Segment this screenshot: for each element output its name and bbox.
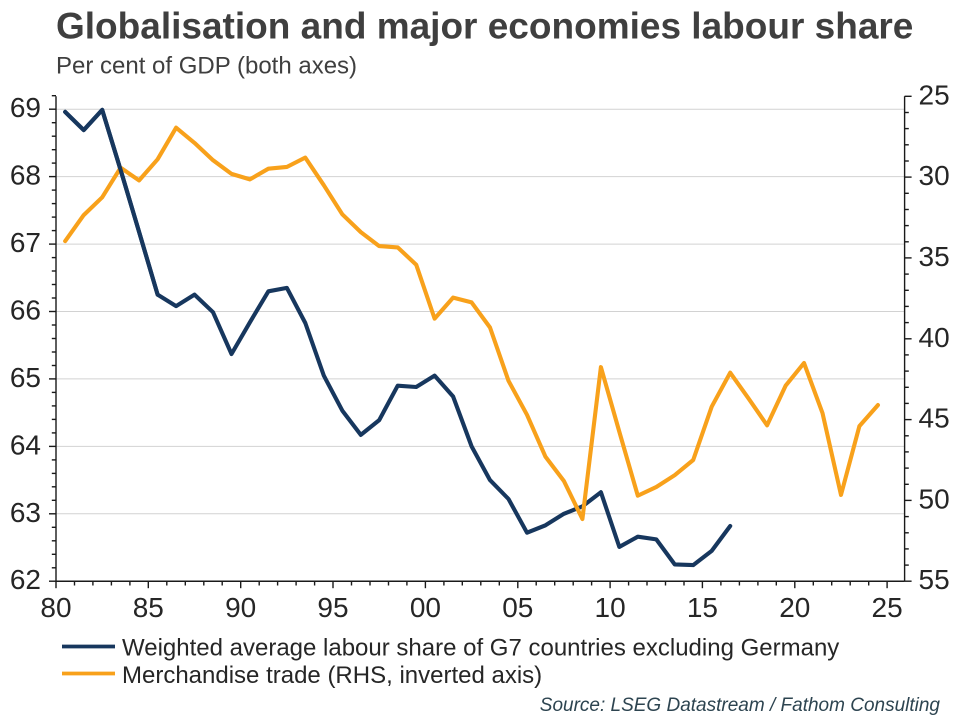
svg-text:35: 35 xyxy=(919,241,950,272)
svg-text:05: 05 xyxy=(502,592,533,623)
svg-text:69: 69 xyxy=(10,92,41,123)
svg-text:67: 67 xyxy=(10,227,41,258)
svg-text:68: 68 xyxy=(10,160,41,191)
svg-text:00: 00 xyxy=(410,592,441,623)
svg-text:Source: LSEG Datastream / Fath: Source: LSEG Datastream / Fathom Consult… xyxy=(540,695,941,716)
svg-text:80: 80 xyxy=(40,592,71,623)
svg-text:62: 62 xyxy=(10,564,41,595)
svg-text:10: 10 xyxy=(595,592,626,623)
svg-text:50: 50 xyxy=(919,483,950,514)
svg-text:Globalisation and major econom: Globalisation and major economies labour… xyxy=(56,6,913,47)
svg-text:65: 65 xyxy=(10,362,41,393)
svg-text:30: 30 xyxy=(919,160,950,191)
svg-text:Weighted average labour share: Weighted average labour share of G7 coun… xyxy=(122,635,839,662)
svg-text:25: 25 xyxy=(872,592,903,623)
svg-text:25: 25 xyxy=(919,79,950,110)
svg-text:Per cent of GDP (both axes): Per cent of GDP (both axes) xyxy=(56,53,357,80)
svg-text:90: 90 xyxy=(225,592,256,623)
svg-text:63: 63 xyxy=(10,497,41,528)
svg-text:45: 45 xyxy=(919,403,950,434)
svg-text:40: 40 xyxy=(919,322,950,353)
svg-text:85: 85 xyxy=(133,592,164,623)
svg-text:95: 95 xyxy=(317,592,348,623)
svg-text:55: 55 xyxy=(919,564,950,595)
svg-text:Merchandise trade (RHS, invert: Merchandise trade (RHS, inverted axis) xyxy=(122,662,542,689)
svg-text:20: 20 xyxy=(779,592,810,623)
svg-text:64: 64 xyxy=(10,429,41,460)
svg-text:66: 66 xyxy=(10,295,41,326)
svg-text:15: 15 xyxy=(687,592,718,623)
